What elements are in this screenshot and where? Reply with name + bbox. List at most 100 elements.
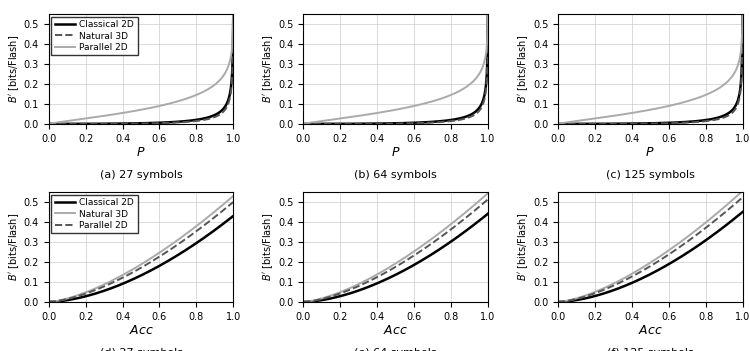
- Classical 2D: [118, 121, 128, 126]
- Parallel 2D: [442, 94, 452, 99]
- Classical 2D: [680, 252, 689, 257]
- Text: (c) 125 symbols: (c) 125 symbols: [606, 170, 694, 180]
- Parallel 2D: [425, 100, 434, 104]
- Line: Classical 2D: Classical 2D: [303, 214, 488, 302]
- Parallel 2D: [738, 195, 747, 199]
- Parallel 2D: [554, 122, 562, 126]
- Classical 2D: [680, 120, 689, 124]
- X-axis label: $P$: $P$: [391, 146, 400, 159]
- X-axis label: $P$: $P$: [646, 146, 655, 159]
- Classical 2D: [738, 210, 747, 214]
- Natural 3D: [634, 267, 644, 272]
- Parallel 2D: [171, 244, 180, 248]
- Parallel 2D: [191, 230, 200, 234]
- Classical 2D: [125, 278, 134, 283]
- Line: Natural 3D: Natural 3D: [558, 14, 742, 124]
- Parallel 2D: [188, 94, 197, 99]
- Parallel 2D: [698, 229, 706, 233]
- Natural 3D: [229, 194, 238, 198]
- Parallel 2D: [118, 111, 128, 115]
- X-axis label: $Acc$: $Acc$: [383, 324, 408, 337]
- Classical 2D: [191, 118, 200, 122]
- Parallel 2D: [380, 271, 389, 275]
- Parallel 2D: [634, 110, 644, 114]
- Y-axis label: $B'$ [bits/Flash]: $B'$ [bits/Flash]: [516, 213, 530, 281]
- Classical 2D: [380, 278, 389, 282]
- Natural 3D: [425, 120, 434, 125]
- Natural 3D: [298, 122, 307, 126]
- Parallel 2D: [318, 119, 327, 123]
- Parallel 2D: [446, 93, 455, 97]
- Classical 2D: [191, 241, 200, 245]
- Parallel 2D: [191, 93, 200, 97]
- Classical 2D: [318, 298, 327, 302]
- Line: Natural 3D: Natural 3D: [49, 196, 233, 302]
- Classical 2D: [63, 298, 72, 302]
- Classical 2D: [628, 280, 637, 285]
- Parallel 2D: [628, 111, 637, 115]
- X-axis label: $Acc$: $Acc$: [638, 324, 663, 337]
- Natural 3D: [446, 119, 455, 123]
- Natural 3D: [171, 120, 180, 125]
- Natural 3D: [700, 221, 709, 225]
- Line: Parallel 2D: Parallel 2D: [558, 14, 742, 124]
- Parallel 2D: [63, 297, 72, 301]
- Classical 2D: [442, 118, 452, 122]
- X-axis label: $P$: $P$: [136, 146, 146, 159]
- Natural 3D: [484, 12, 493, 16]
- Y-axis label: $B'$ [bits/Flash]: $B'$ [bits/Flash]: [262, 35, 275, 103]
- Natural 3D: [298, 300, 307, 304]
- Natural 3D: [680, 237, 689, 241]
- Natural 3D: [442, 225, 452, 229]
- Natural 3D: [572, 122, 581, 126]
- Line: Classical 2D: Classical 2D: [303, 14, 488, 124]
- Parallel 2D: [374, 111, 382, 115]
- Natural 3D: [442, 119, 452, 124]
- Classical 2D: [171, 254, 180, 259]
- Classical 2D: [425, 253, 434, 258]
- Natural 3D: [680, 120, 689, 125]
- Classical 2D: [698, 119, 706, 123]
- Natural 3D: [634, 121, 644, 126]
- Natural 3D: [118, 272, 128, 277]
- Parallel 2D: [425, 243, 434, 247]
- Text: (d) 27 symbols: (d) 27 symbols: [100, 348, 182, 351]
- Natural 3D: [125, 269, 134, 273]
- Classical 2D: [572, 122, 581, 126]
- Parallel 2D: [318, 297, 327, 301]
- Parallel 2D: [628, 274, 637, 278]
- Classical 2D: [628, 121, 637, 126]
- Line: Parallel 2D: Parallel 2D: [303, 14, 488, 124]
- Classical 2D: [63, 122, 72, 126]
- Classical 2D: [700, 239, 709, 243]
- Line: Parallel 2D: Parallel 2D: [303, 199, 488, 302]
- Parallel 2D: [700, 93, 709, 97]
- Parallel 2D: [229, 12, 238, 16]
- Line: Classical 2D: Classical 2D: [558, 212, 742, 302]
- Natural 3D: [738, 189, 747, 193]
- Natural 3D: [63, 122, 72, 126]
- Text: (b) 64 symbols: (b) 64 symbols: [354, 170, 437, 180]
- Classical 2D: [634, 121, 644, 126]
- Natural 3D: [628, 121, 637, 126]
- Natural 3D: [628, 271, 637, 276]
- Natural 3D: [188, 227, 197, 231]
- Parallel 2D: [484, 12, 493, 16]
- Natural 3D: [63, 296, 72, 300]
- Line: Natural 3D: Natural 3D: [303, 193, 488, 302]
- Line: Classical 2D: Classical 2D: [49, 216, 233, 302]
- Classical 2D: [698, 241, 706, 245]
- Line: Natural 3D: Natural 3D: [49, 14, 233, 124]
- Parallel 2D: [171, 100, 180, 104]
- Text: (a) 27 symbols: (a) 27 symbols: [100, 170, 182, 180]
- Classical 2D: [374, 121, 382, 126]
- Parallel 2D: [188, 232, 197, 236]
- Line: Classical 2D: Classical 2D: [49, 14, 233, 124]
- Parallel 2D: [554, 300, 562, 304]
- Natural 3D: [425, 238, 434, 242]
- Natural 3D: [554, 300, 562, 304]
- Legend: Classical 2D, Natural 3D, Parallel 2D: Classical 2D, Natural 3D, Parallel 2D: [52, 195, 138, 233]
- Classical 2D: [318, 122, 327, 126]
- Natural 3D: [698, 119, 706, 124]
- Y-axis label: $B'$ [bits/Flash]: $B'$ [bits/Flash]: [516, 35, 530, 103]
